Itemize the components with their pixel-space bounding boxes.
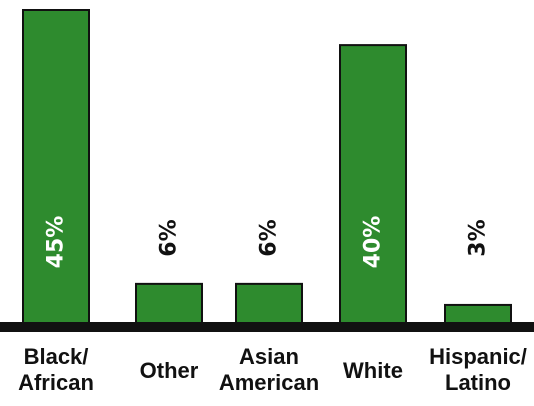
bar-0 — [22, 9, 90, 327]
bar-3 — [339, 44, 407, 327]
x-axis-line — [0, 322, 534, 332]
bar-2 — [235, 282, 303, 328]
data-label-3: 40% — [361, 216, 386, 269]
category-label-0: Black/African — [18, 344, 94, 395]
data-label-2: 6% — [257, 219, 282, 256]
category-label-4: Hispanic/Latino — [429, 344, 527, 395]
data-label-1: 6% — [157, 219, 182, 256]
bar-1 — [135, 282, 203, 328]
data-label-0: 45% — [44, 216, 69, 269]
data-label-4: 3% — [466, 219, 491, 256]
category-label-3: White — [343, 358, 403, 383]
category-label-2: Asian American — [219, 344, 319, 395]
category-label-1: Other — [140, 358, 199, 383]
